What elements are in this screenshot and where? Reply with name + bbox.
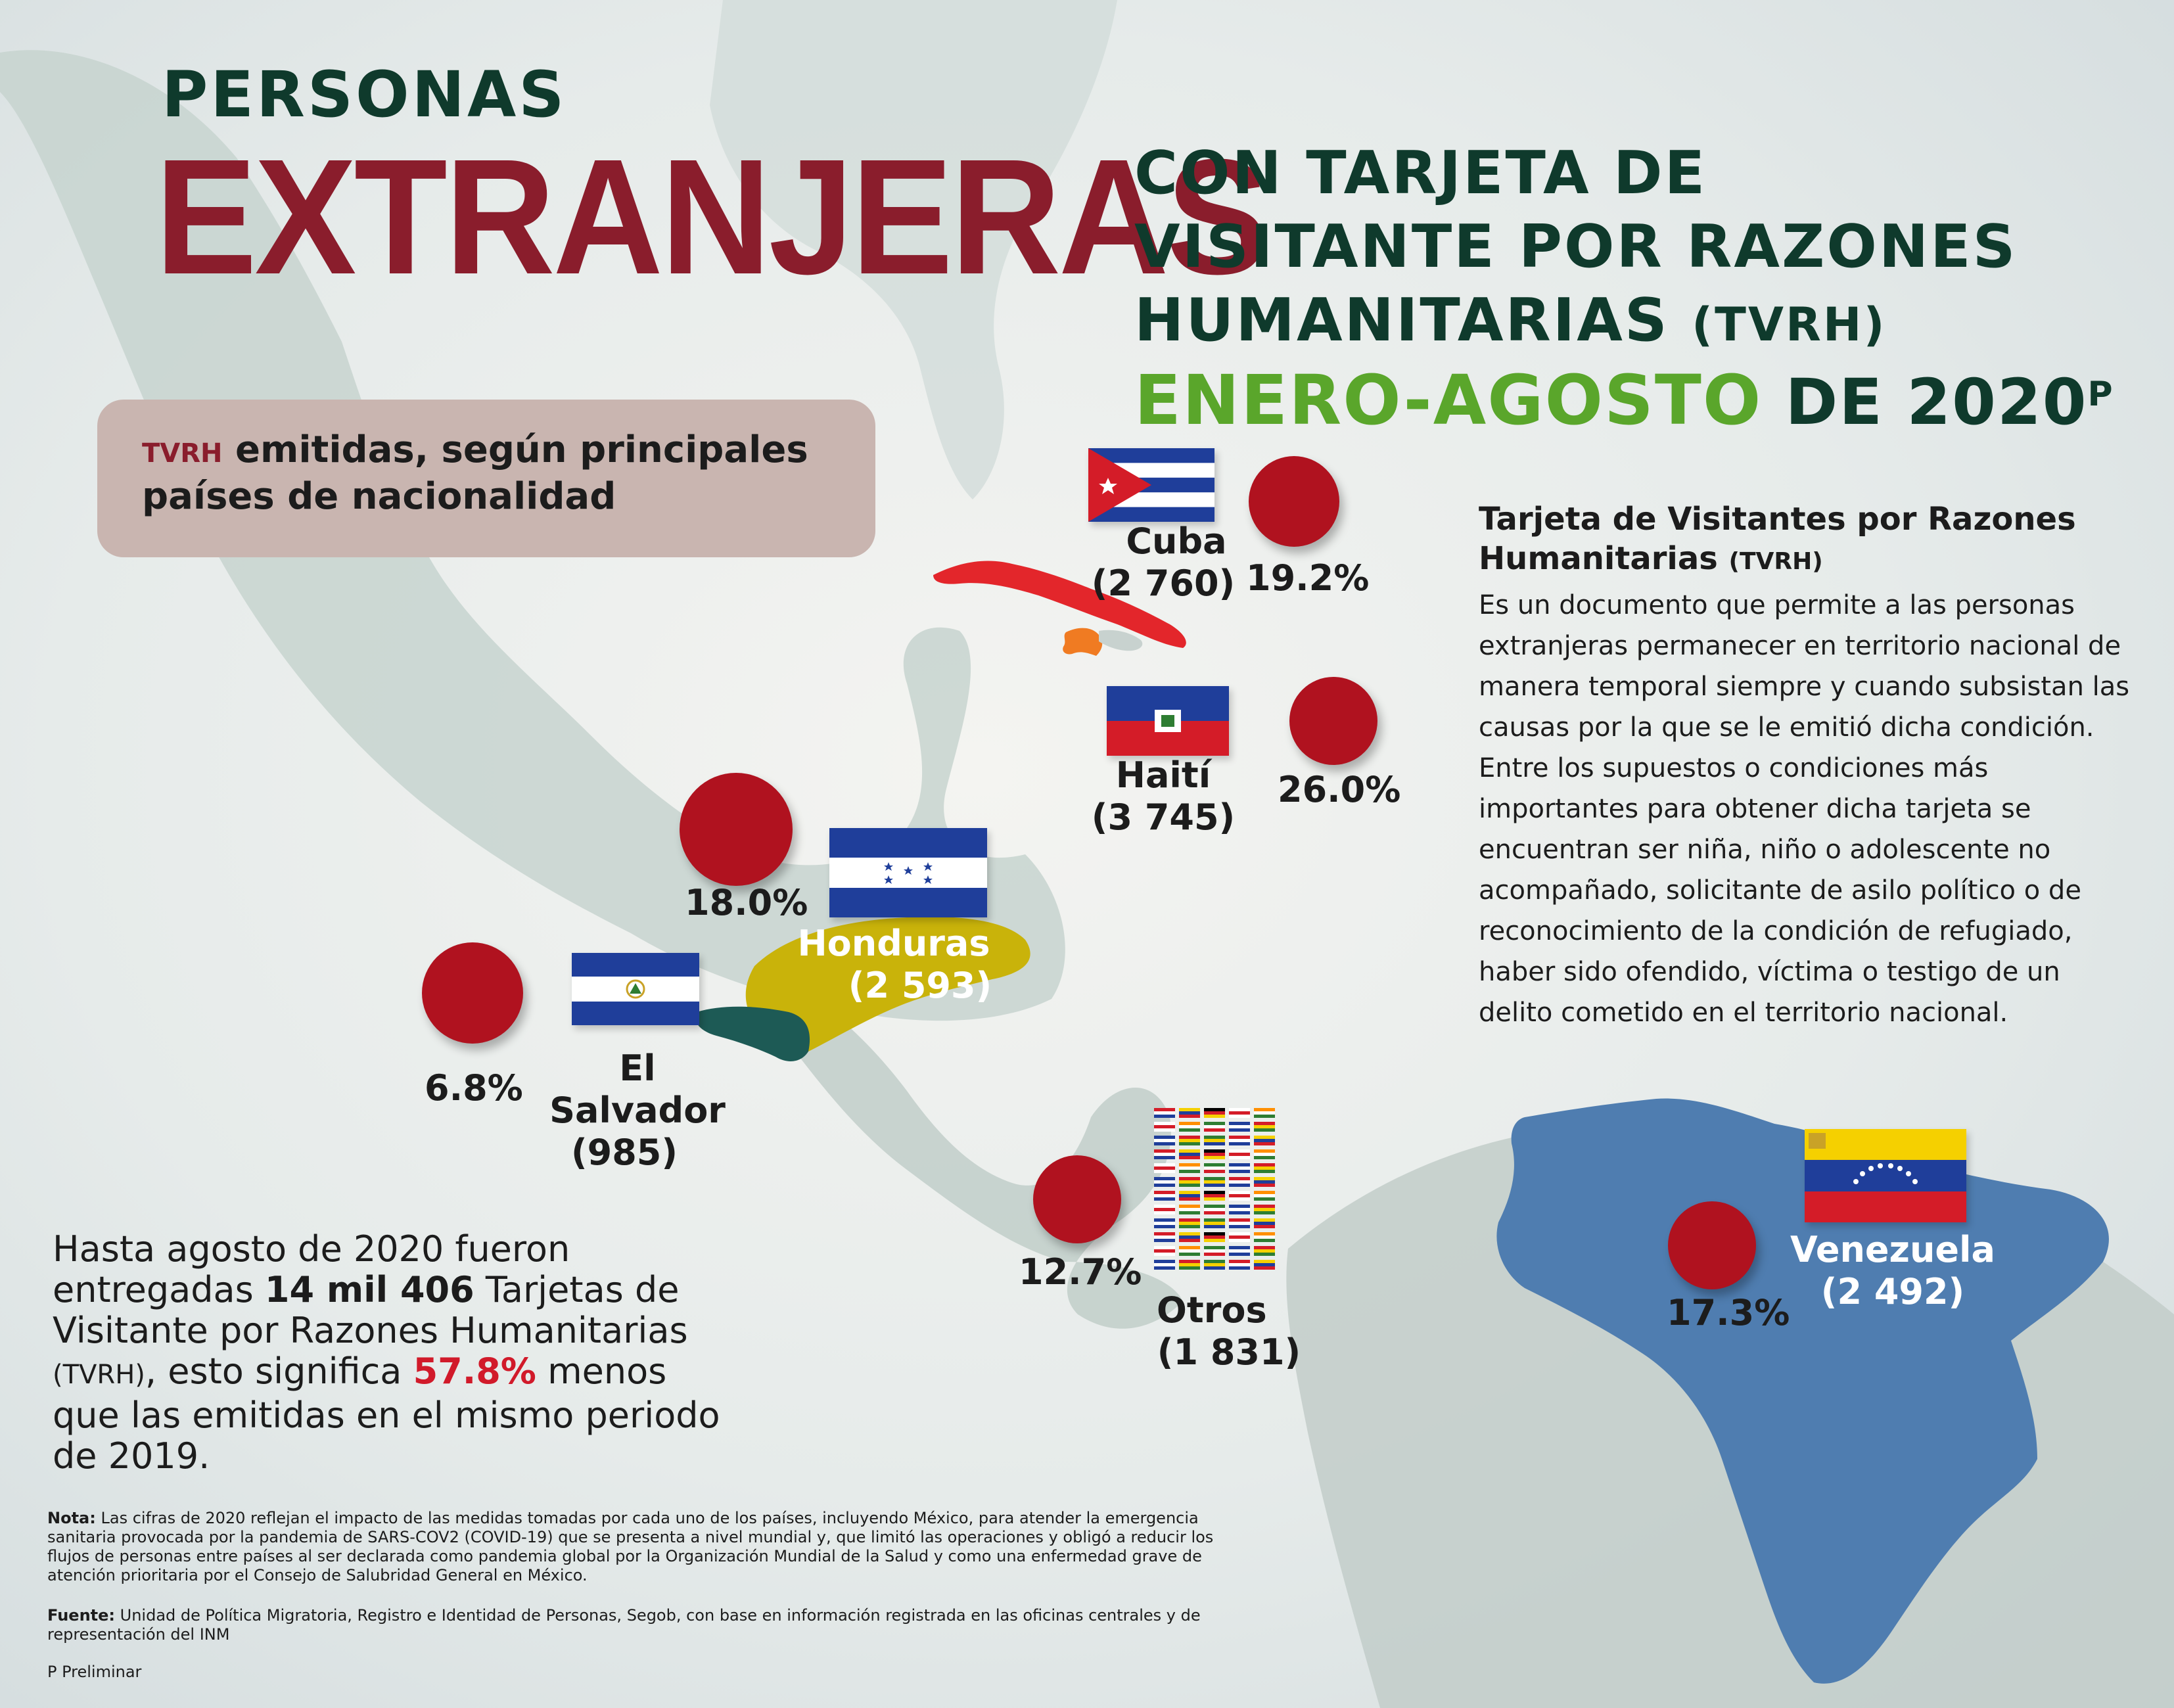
cuba-pct: 19.2% (1246, 557, 1370, 599)
haiti-dot (1289, 677, 1377, 765)
venezuela-flag (1805, 1129, 1966, 1222)
venezuela-pct: 17.3% (1667, 1292, 1790, 1333)
summary-part-4: menos que las emitidas en el mismo perio… (53, 1350, 720, 1477)
note-label: Nota: (47, 1509, 96, 1527)
info-box-abbr: TVRH (142, 438, 223, 469)
summary-part-1: Hasta agosto de 2020 fueron entregadas (53, 1228, 570, 1310)
el-salvador-name: El Salvador (549, 1048, 726, 1131)
dominican-republic-island (1099, 630, 1143, 651)
haiti-count: (3 745) (1091, 796, 1236, 838)
honduras-count: (2 593) (848, 965, 992, 1006)
otros-flags-grid (1154, 1108, 1278, 1274)
venezuela-country (1496, 1098, 2109, 1684)
title-subtitle: CON TARJETA DE VISITANTE POR RAZONES HUM… (1134, 137, 2017, 361)
summary-abbr: (TVRH) (53, 1360, 145, 1390)
honduras-country (745, 917, 1030, 1055)
mexico-landmass (0, 50, 1065, 1021)
honduras-flag (829, 828, 987, 917)
venezuela-name: Venezuela (1790, 1229, 1995, 1270)
el-salvador-country (695, 1006, 810, 1061)
subtitle-line-2: VISITANTE POR RAZONES (1134, 212, 2018, 281)
title-personas: PERSONAS (162, 58, 567, 131)
haiti-pct: 26.0% (1278, 769, 1401, 810)
summary-text: Hasta agosto de 2020 fueron entregadas 1… (53, 1229, 736, 1477)
el-salvador-count: (985) (570, 1132, 678, 1173)
haiti-label: Haití (3 745) (1078, 754, 1249, 839)
venezuela-count: (2 492) (1820, 1271, 1965, 1312)
preliminary-mark: P (2087, 375, 2114, 414)
title-extranjeras: EXTRANJERAS (155, 125, 1268, 308)
otros-label: Otros (1 831) (1144, 1289, 1301, 1373)
venezuela-dot (1668, 1201, 1756, 1289)
haiti-flag (1107, 686, 1229, 756)
period-year: DE 2020 (1785, 365, 2088, 439)
info-box-label: emitidas, según principales países de na… (142, 428, 808, 518)
period-months: ENERO-AGOSTO (1134, 360, 1763, 440)
info-box-text: TVRH emitidas, según principales países … (142, 428, 852, 519)
description-title: Tarjeta de Visitantes por Razones Humani… (1479, 499, 2136, 582)
cuba-name: Cuba (1126, 520, 1227, 562)
florida-landmass (710, 0, 1117, 499)
honduras-name: Honduras (797, 923, 990, 964)
el-salvador-pct: 6.8% (425, 1067, 523, 1109)
preliminary-note: P Preliminar (47, 1663, 142, 1681)
honduras-label: Honduras (2 593) (789, 923, 999, 1007)
honduras-pct: 18.0% (685, 882, 808, 923)
summary-part-2: Tarjetas de Visitante por Razones Humani… (53, 1269, 688, 1351)
note: Nota: Las cifras de 2020 reflejan el imp… (47, 1509, 1217, 1585)
el-salvador-dot (422, 942, 523, 1044)
description-body: Es un documento que permite a las person… (1479, 590, 2130, 1028)
otros-name: Otros (1157, 1289, 1267, 1331)
summary-part-3: , esto significa (145, 1350, 402, 1392)
cuba-label: Cuba (2 760) (1078, 520, 1249, 605)
cuba-island (933, 561, 1186, 648)
honduras-dot (680, 773, 793, 886)
otros-pct: 12.7% (1019, 1251, 1142, 1293)
title-period: ENERO-AGOSTO DE 2020P (1134, 360, 2114, 440)
otros-dot (1033, 1155, 1121, 1243)
cuba-dot (1249, 456, 1339, 547)
summary-pct: 57.8% (413, 1350, 536, 1392)
otros-count: (1 831) (1157, 1331, 1301, 1373)
subtitle-line-1: CON TARJETA DE (1134, 139, 1707, 208)
venezuela-label: Venezuela (2 492) (1788, 1229, 1998, 1313)
description-title-text: Tarjeta de Visitantes por Razones Humani… (1479, 501, 2076, 577)
subtitle-abbr: (TVRH) (1692, 298, 1887, 352)
description-title-abbr: (TVRH) (1728, 548, 1823, 575)
subtitle-line-3: HUMANITARIAS (TVRH) (1134, 284, 2017, 361)
info-box (97, 400, 875, 557)
cuba-flag (1088, 448, 1214, 522)
note-text: Las cifras de 2020 reflejan el impacto d… (47, 1509, 1214, 1584)
source: Fuente: Unidad de Política Migratoria, R… (47, 1606, 1217, 1644)
el-salvador-label: El Salvador (985) (526, 1048, 749, 1174)
el-salvador-flag (572, 953, 699, 1025)
haiti-island (1063, 628, 1103, 656)
source-label: Fuente: (47, 1606, 115, 1625)
summary-total: 14 mil 406 (264, 1269, 474, 1310)
haiti-name: Haití (1115, 754, 1211, 796)
cuba-count: (2 760) (1091, 563, 1236, 604)
source-text: Unidad de Política Migratoria, Registro … (47, 1606, 1201, 1644)
subtitle-line-3-text: HUMANITARIAS (1134, 286, 1669, 355)
